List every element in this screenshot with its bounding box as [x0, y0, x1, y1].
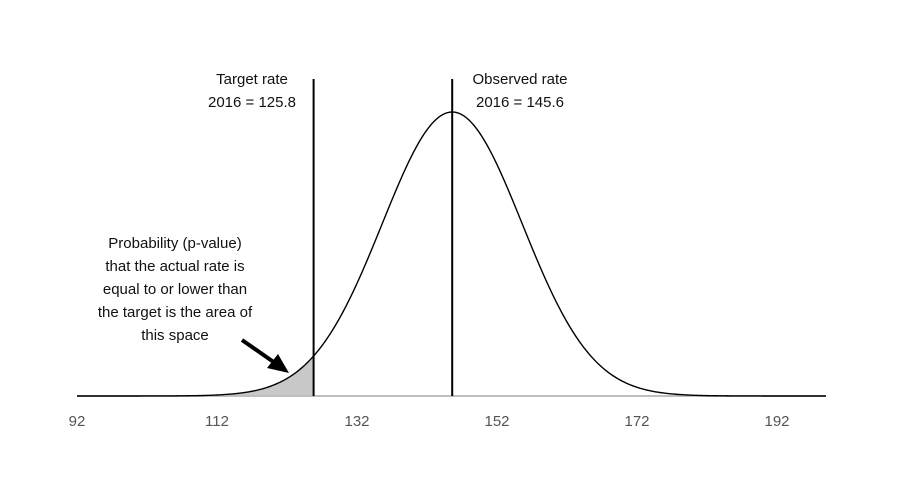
target-rate-value: 2016 = 125.8: [208, 94, 296, 111]
observed-rate-label: Observed rate: [472, 71, 567, 88]
annotation-line-5: this space: [141, 327, 209, 344]
x-tick-label: 112: [205, 413, 229, 430]
x-tick-label: 92: [69, 413, 86, 430]
annotation-line-1: Probability (p-value): [108, 235, 241, 252]
annotation-line-4: the target is the area of: [98, 304, 253, 321]
x-tick-labels: 92 112 132 152 172 192: [69, 413, 790, 430]
annotation-line-2: that the actual rate is: [105, 258, 244, 275]
shaded-area: [77, 356, 314, 396]
x-tick-label: 152: [484, 413, 509, 430]
target-rate-label: Target rate: [216, 71, 288, 88]
observed-rate-value: 2016 = 145.6: [476, 94, 564, 111]
annotation-arrow: [240, 338, 289, 373]
annotation-line-3: equal to or lower than: [103, 281, 247, 298]
x-tick-label: 132: [344, 413, 369, 430]
x-tick-label: 192: [764, 413, 789, 430]
x-tick-label: 172: [624, 413, 649, 430]
marker-lines: [312, 79, 454, 396]
